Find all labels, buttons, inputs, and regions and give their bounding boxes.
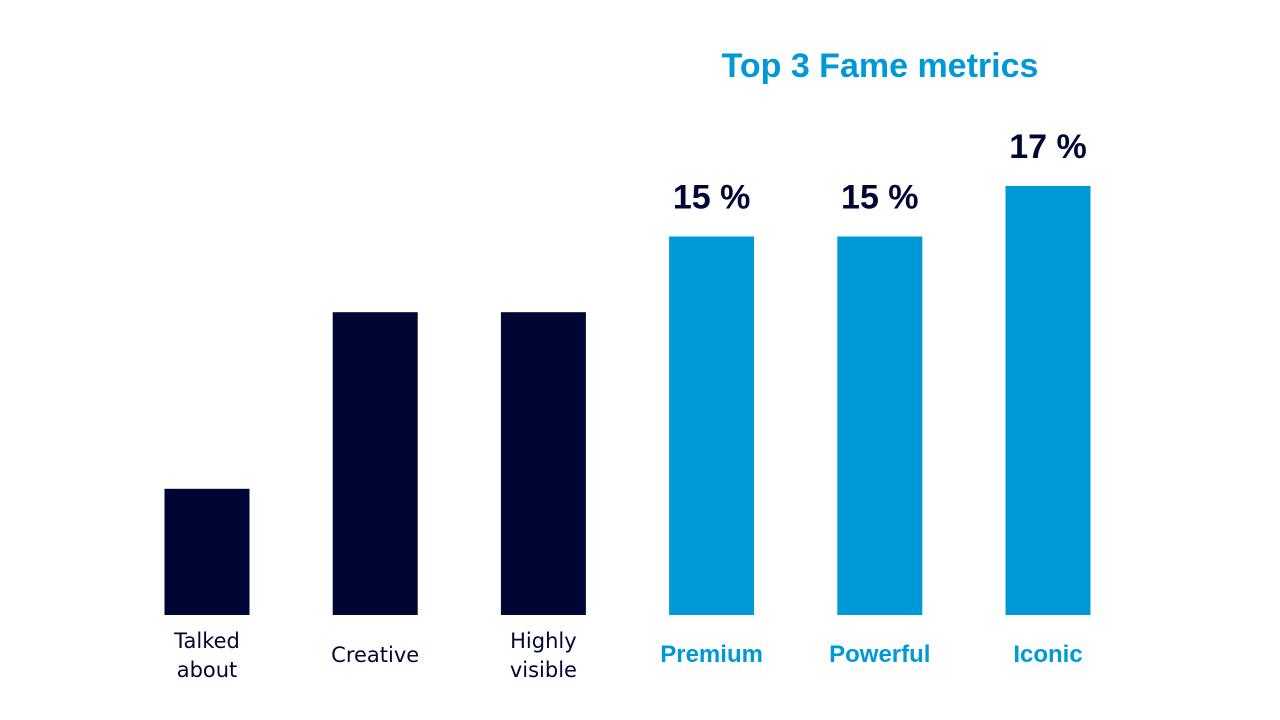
category-label-0-line-1: about: [177, 658, 238, 682]
category-label-1-line-0: Creative: [331, 643, 419, 667]
bar-4: [837, 236, 923, 615]
category-label-2-line-1: visible: [510, 658, 577, 682]
category-label-5: Iconic: [1013, 641, 1082, 668]
category-labels: Talked about Creative Highly visible Premium P…: [173, 629, 1083, 682]
chart-title: Top 3 Fame metrics: [722, 47, 1039, 85]
category-label-3-line-0: Premium: [660, 641, 763, 668]
category-label-4: Powerful: [829, 641, 930, 668]
bar-5: [1005, 186, 1091, 615]
bar-2: [500, 312, 586, 615]
category-label-0-line-0: Talked: [173, 629, 240, 653]
category-label-5-line-0: Iconic: [1013, 641, 1082, 668]
bar-1: [332, 312, 418, 615]
category-label-3: Premium: [660, 641, 763, 668]
bar-0: [164, 488, 250, 615]
data-label-4: 15 %: [841, 179, 919, 217]
category-label-4-line-0: Powerful: [829, 641, 930, 668]
data-label-3: 15 %: [673, 179, 751, 217]
bars: [164, 186, 1091, 615]
category-label-2-line-0: Highly: [510, 629, 577, 653]
category-label-0: Talked about: [173, 629, 240, 682]
bar-3: [669, 236, 755, 615]
data-labels: 15 % 15 % 17 %: [673, 128, 1087, 217]
category-label-2: Highly visible: [510, 629, 577, 682]
category-label-1: Creative: [331, 643, 419, 667]
data-label-5: 17 %: [1009, 128, 1087, 166]
